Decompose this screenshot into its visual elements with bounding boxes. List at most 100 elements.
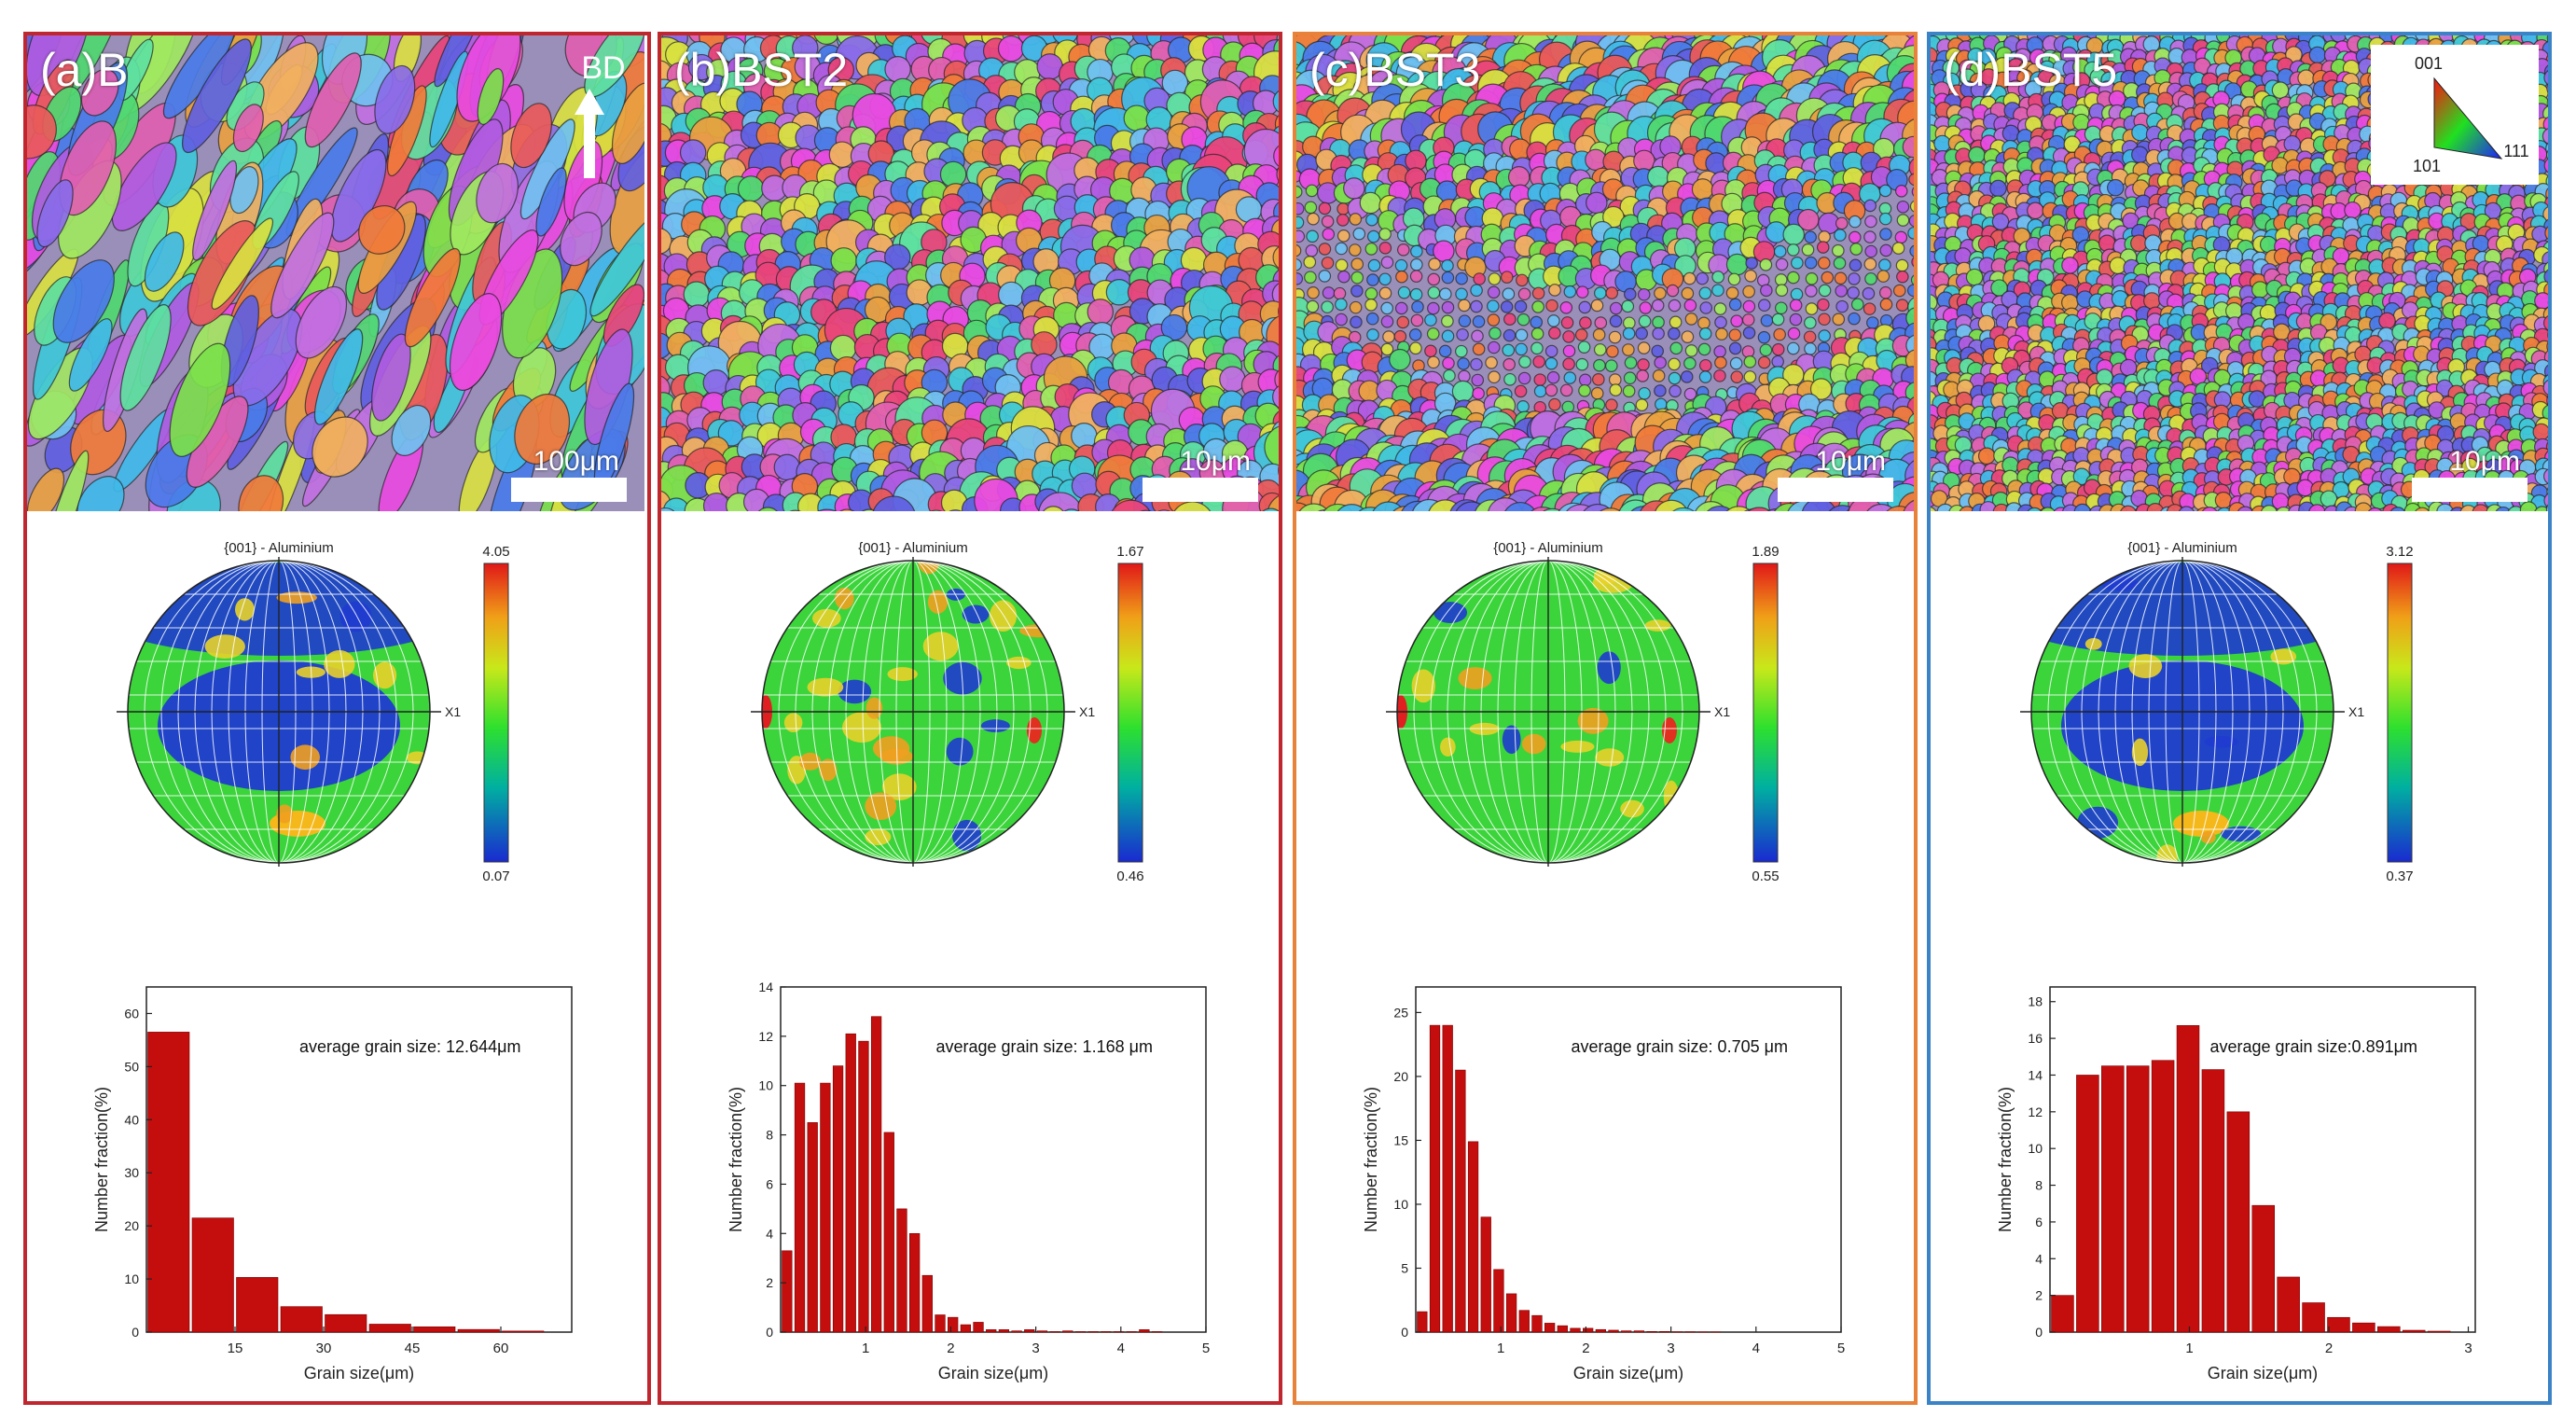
scale-bar-label: 10μm — [1815, 446, 1886, 477]
average-grain-size-annotation: average grain size: 12.644μm — [299, 1037, 521, 1056]
histogram-bar — [1531, 1314, 1543, 1333]
histogram-bar — [236, 1277, 279, 1333]
histogram-bar — [794, 1082, 806, 1333]
histogram-bar — [1518, 1310, 1530, 1333]
histogram-bar — [883, 1132, 894, 1333]
ipf-label-101: 101 — [2413, 157, 2441, 175]
histogram-bar — [908, 1232, 921, 1333]
pole-figure-container: {001} - AluminiumY1X13.120.37 — [1931, 539, 2548, 931]
histogram-bar — [2402, 1329, 2426, 1333]
histogram-bar — [782, 1250, 793, 1333]
x-tick-label: 1 — [862, 1341, 869, 1356]
histogram-bar — [832, 1065, 844, 1333]
histogram-bar — [325, 1313, 367, 1333]
x-tick-label: 2 — [947, 1341, 954, 1356]
y-tick-label: 4 — [2035, 1251, 2043, 1266]
y-tick-label: 20 — [124, 1218, 139, 1233]
average-grain-size-annotation: average grain size:0.891μm — [2209, 1037, 2417, 1056]
histogram-bar — [845, 1033, 856, 1333]
y-axis-label: Number fraction(%) — [92, 1087, 111, 1232]
histogram-bar — [2201, 1069, 2225, 1333]
x-tick-label: 5 — [1202, 1341, 1210, 1356]
y-tick-label: 60 — [124, 1006, 139, 1021]
histogram-bar — [986, 1329, 997, 1333]
histogram-bar — [2076, 1075, 2099, 1333]
y-tick-label: 30 — [124, 1165, 139, 1180]
histogram-bar — [2251, 1204, 2276, 1333]
histogram-bar — [1633, 1330, 1645, 1333]
ebsd-ipf-map: (c)BST3 10μm — [1296, 35, 1914, 511]
panel-label: (a)B — [40, 44, 129, 96]
grain-size-histogram: 1 2 3 4 5 0 5 10 15 20 25 Grain size(μm) Number frac… — [1296, 931, 1914, 1405]
ebsd-ipf-map: (a)B 100μm BD — [27, 35, 647, 511]
x-tick-label: 30 — [316, 1341, 332, 1356]
grain-map — [661, 35, 1279, 511]
scale-bar — [1143, 478, 1258, 502]
panel-label: (d)BST5 — [1944, 44, 2118, 96]
y-tick-label: 18 — [2028, 994, 2043, 1009]
histogram-bar — [2377, 1326, 2401, 1333]
histogram-bar — [973, 1322, 984, 1333]
x-tick-label: 5 — [1837, 1341, 1845, 1356]
grain-size-histogram: 15 30 45 60 0 10 20 30 40 50 60 Grain size(μm) Numbe… — [27, 931, 647, 1405]
y-tick-label: 20 — [1393, 1069, 1408, 1084]
histogram-bar — [1417, 1311, 1428, 1333]
x-tick-label: 60 — [493, 1341, 509, 1356]
ipf-label-001: 001 — [2415, 54, 2443, 73]
histogram-bar — [2277, 1276, 2300, 1333]
y-tick-label: 8 — [2035, 1178, 2043, 1193]
histogram-bar — [1087, 1331, 1099, 1333]
histogram-bar — [896, 1208, 907, 1333]
x-tick-label: 4 — [1752, 1341, 1760, 1356]
y-tick-label: 6 — [2035, 1215, 2043, 1229]
y-tick-label: 40 — [124, 1112, 139, 1127]
pole-figure-x-axis: X1 — [445, 704, 461, 719]
histogram-bar — [1074, 1331, 1087, 1333]
histogram-bar — [820, 1082, 831, 1333]
histogram-bar — [2126, 1065, 2150, 1333]
colorbar-max: 1.67 — [1116, 544, 1143, 560]
colorbar — [483, 563, 509, 863]
histogram: 15 30 45 60 0 10 20 30 40 50 60 Grain size(μm) Numbe… — [92, 986, 573, 1382]
y-tick-label: 12 — [758, 1029, 773, 1044]
pole-figure: {001} - AluminiumY1X13.120.37 — [2020, 540, 2414, 884]
histogram-bar — [2101, 1065, 2125, 1333]
y-axis-label: Number fraction(%) — [1362, 1087, 1380, 1232]
y-axis-label: Number fraction(%) — [1996, 1087, 2015, 1232]
y-tick-label: 10 — [2028, 1141, 2043, 1156]
histogram-bar — [1049, 1331, 1060, 1333]
colorbar-min: 0.46 — [1116, 868, 1143, 884]
y-tick-label: 0 — [132, 1325, 139, 1340]
histogram-bar — [1544, 1323, 1556, 1333]
x-tick-label: 2 — [2325, 1341, 2333, 1356]
histogram-bar — [1493, 1269, 1504, 1333]
histogram-bar — [935, 1314, 946, 1333]
y-tick-label: 14 — [758, 979, 773, 994]
histogram: 1 2 3 4 5 0 5 10 15 20 25 Grain size(μm) Number frac… — [1362, 986, 1845, 1382]
panel-label: (c)BST3 — [1309, 44, 1481, 96]
pole-figure-x-axis: X1 — [1714, 704, 1730, 719]
x-tick-label: 3 — [1667, 1341, 1674, 1356]
histogram-bar — [1429, 1024, 1441, 1333]
y-tick-label: 16 — [2028, 1031, 2043, 1046]
x-axis-label: Grain size(μm) — [304, 1364, 414, 1382]
x-axis-label: Grain size(μm) — [2208, 1364, 2318, 1382]
histogram-bar — [1570, 1327, 1581, 1333]
x-tick-label: 3 — [2464, 1341, 2472, 1356]
pole-figure-container: {001} - AluminiumY1X11.670.46 — [661, 539, 1279, 931]
colorbar — [1752, 563, 1779, 863]
histogram-bar — [948, 1316, 959, 1333]
pole-figure-x-axis: X1 — [1079, 704, 1095, 719]
y-tick-label: 10 — [124, 1271, 139, 1286]
histogram-bar — [2151, 1060, 2175, 1333]
average-grain-size-annotation: average grain size: 0.705 μm — [1571, 1037, 1788, 1056]
pole-figure-container: {001} - AluminiumY1X14.050.07 — [27, 539, 647, 931]
colorbar-max: 1.89 — [1752, 544, 1779, 560]
scale-bar-label: 10μm — [1180, 446, 1251, 477]
histogram-bar — [1480, 1216, 1491, 1333]
histogram-bar — [1442, 1024, 1453, 1333]
x-tick-label: 2 — [1582, 1341, 1589, 1356]
histogram-bar — [1659, 1331, 1670, 1333]
pole-figure-title: {001} - Aluminium — [1493, 540, 1603, 556]
